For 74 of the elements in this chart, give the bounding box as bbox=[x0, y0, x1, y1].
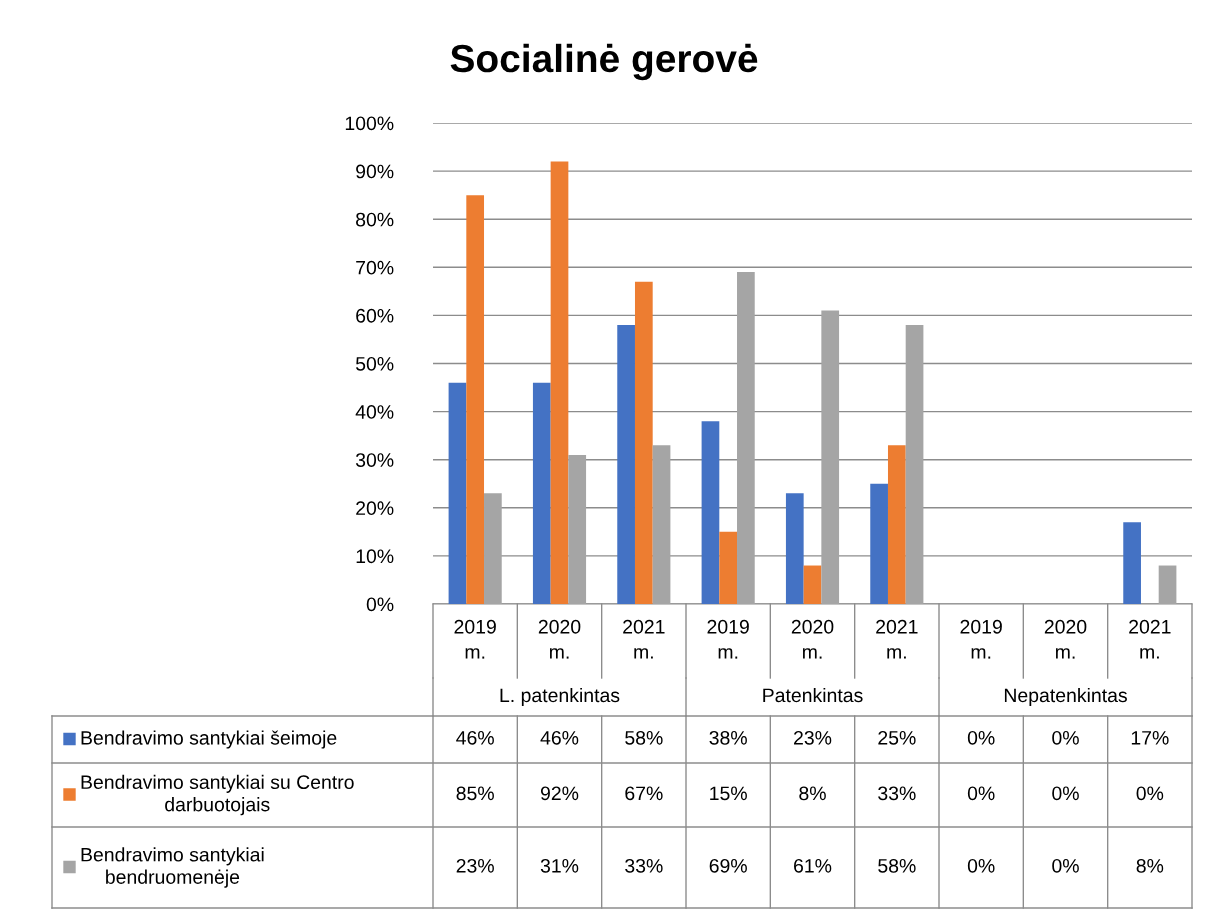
bar bbox=[870, 483, 888, 604]
data-label: 8% bbox=[1136, 858, 1164, 873]
y-tick-label: 30% bbox=[355, 453, 394, 467]
bar bbox=[803, 565, 822, 604]
data-label: 15% bbox=[710, 786, 747, 801]
y-tick-label: 0% bbox=[366, 597, 394, 612]
data-label: 0% bbox=[967, 786, 995, 801]
bar bbox=[905, 325, 924, 604]
data-label: 25% bbox=[878, 730, 916, 745]
data-label: 23% bbox=[794, 730, 832, 745]
data-label: 92% bbox=[540, 786, 579, 801]
y-tick-label: 90% bbox=[356, 164, 394, 179]
y-tick-label: 70% bbox=[356, 260, 394, 275]
bar bbox=[484, 493, 502, 604]
x-tick-label: 2021 m. bbox=[876, 619, 918, 659]
data-label: 8% bbox=[799, 786, 826, 801]
data-label: 46% bbox=[456, 730, 494, 745]
data-label: 23% bbox=[456, 858, 494, 873]
text: L. patenkintas bbox=[500, 687, 620, 707]
data-label: 0% bbox=[1052, 786, 1079, 801]
bar bbox=[652, 445, 671, 604]
x-tick-label: 2019 m. bbox=[707, 619, 749, 659]
y-tick-label: 10% bbox=[356, 549, 394, 564]
data-label: 33% bbox=[878, 786, 916, 801]
data-label: 38% bbox=[709, 730, 747, 745]
text: Nepatenkintas bbox=[1004, 687, 1127, 707]
x-tick-label: 2020 m. bbox=[1044, 619, 1087, 659]
bar bbox=[550, 161, 569, 604]
x-tick-label: 2019 m. bbox=[454, 619, 496, 659]
bar bbox=[737, 272, 755, 604]
data-label: 69% bbox=[709, 858, 747, 873]
bar bbox=[785, 493, 804, 604]
text: Patenkintas bbox=[763, 687, 863, 703]
bar bbox=[1123, 522, 1141, 604]
legend-label: Bendravimo santykiai bendruomenėje bbox=[81, 847, 264, 888]
y-tick-label: 80% bbox=[356, 212, 394, 227]
y-tick-label: 50% bbox=[355, 356, 394, 371]
bar bbox=[617, 325, 635, 604]
chart-title: Socialinė gerovė bbox=[450, 43, 758, 81]
bar bbox=[1158, 565, 1177, 604]
y-tick-label: 20% bbox=[356, 501, 394, 516]
data-label: 17% bbox=[1131, 731, 1169, 745]
data-label: 0% bbox=[1052, 730, 1079, 745]
data-label: 58% bbox=[625, 730, 663, 745]
legend-label: Bendravimo santykiai su Centro darbuotojais bbox=[81, 774, 354, 816]
bar bbox=[887, 445, 906, 604]
bar bbox=[719, 531, 738, 604]
data-label: 67% bbox=[625, 786, 663, 801]
data-label: 58% bbox=[878, 858, 916, 873]
bar bbox=[448, 382, 467, 604]
data-label: 61% bbox=[794, 858, 832, 873]
data-label: 0% bbox=[967, 730, 995, 745]
bar bbox=[532, 382, 551, 604]
data-label: 46% bbox=[540, 730, 579, 745]
data-label: 0% bbox=[1136, 786, 1164, 801]
x-tick-label: 2020 m. bbox=[538, 619, 581, 659]
x-tick-label: 2021 m. bbox=[1129, 619, 1171, 659]
x-tick-label: 2021 m. bbox=[623, 619, 665, 659]
bar bbox=[701, 421, 720, 604]
bar bbox=[634, 281, 653, 604]
data-label: 0% bbox=[967, 858, 995, 873]
y-tick-label: 60% bbox=[356, 308, 394, 323]
bar bbox=[568, 454, 587, 604]
data-label: 0% bbox=[1052, 858, 1079, 873]
y-tick-label: 100% bbox=[345, 116, 394, 131]
bar bbox=[466, 195, 485, 604]
x-tick-label: 2019 m. bbox=[960, 619, 1002, 659]
data-label: 85% bbox=[456, 786, 494, 801]
data-label: 33% bbox=[625, 858, 663, 873]
x-tick-label: 2020 m. bbox=[791, 619, 834, 659]
data-label: 31% bbox=[540, 858, 579, 873]
y-tick-label: 40% bbox=[355, 405, 394, 419]
legend-label: Bendravimo santykiai šeimoje bbox=[81, 730, 337, 749]
bar bbox=[821, 310, 840, 604]
